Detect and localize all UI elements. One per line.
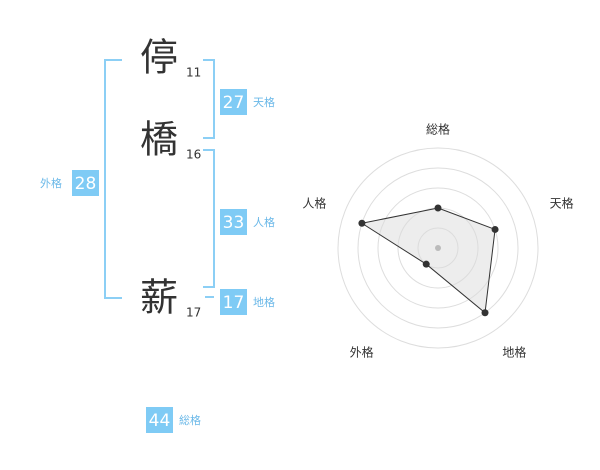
kaku-label: 地格 xyxy=(253,295,275,309)
name-character: 薪 xyxy=(140,276,178,320)
radar-center xyxy=(435,245,441,251)
kaku-box xyxy=(220,89,247,115)
kaku-box xyxy=(220,209,247,235)
name-character: 橋 xyxy=(140,118,178,162)
kaku-value: 17 xyxy=(223,293,245,313)
kaku-box xyxy=(220,289,247,315)
radar-ring xyxy=(377,187,499,309)
radar-area xyxy=(360,207,496,314)
radar-ring xyxy=(337,147,539,349)
radar-axis-label: 地格 xyxy=(502,345,526,360)
outer-bracket xyxy=(104,59,122,299)
kaku-box xyxy=(146,407,173,433)
radar-axis-label: 外格 xyxy=(350,345,374,360)
kaku-value: 44 xyxy=(149,411,171,431)
kaku-label: 総格 xyxy=(179,413,201,427)
kaku-label: 天格 xyxy=(253,95,275,109)
stroke-count: 16 xyxy=(186,148,201,162)
name-character: 停 xyxy=(140,36,178,80)
radar-axis-label: 総格 xyxy=(426,122,450,137)
kaku-value: 28 xyxy=(75,174,97,194)
radar-point xyxy=(422,260,430,268)
kaku-value: 27 xyxy=(223,93,245,113)
radar-ring xyxy=(357,167,519,329)
kaku-label: 人格 xyxy=(253,215,275,229)
stroke-count: 11 xyxy=(186,66,201,80)
radar-point xyxy=(434,204,442,212)
radar-axis-label: 人格 xyxy=(302,195,326,210)
stroke-count: 17 xyxy=(186,306,201,320)
radar-point xyxy=(491,225,499,233)
kaku-value: 33 xyxy=(223,213,245,233)
kaku-box xyxy=(72,170,99,196)
radar-point xyxy=(358,219,366,227)
radar-point xyxy=(481,309,489,317)
upper-bracket xyxy=(203,59,215,139)
radar-axis-label: 天格 xyxy=(550,195,574,210)
kaku-label: 外格 xyxy=(40,176,62,190)
middle-bracket xyxy=(203,149,215,288)
